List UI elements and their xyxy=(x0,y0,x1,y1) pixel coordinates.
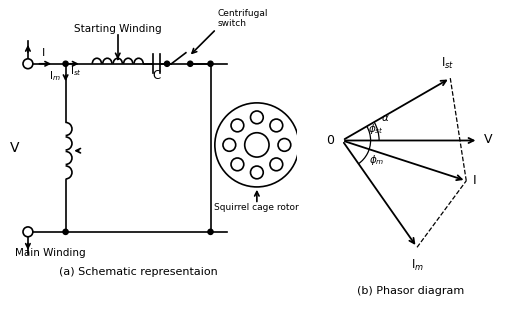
Circle shape xyxy=(250,111,263,124)
Circle shape xyxy=(63,229,68,234)
Circle shape xyxy=(215,103,299,187)
Circle shape xyxy=(208,61,213,66)
Circle shape xyxy=(231,119,244,132)
Circle shape xyxy=(270,119,282,132)
Circle shape xyxy=(63,61,68,66)
Circle shape xyxy=(208,229,213,234)
Text: C: C xyxy=(153,69,161,82)
Circle shape xyxy=(165,61,170,66)
Circle shape xyxy=(270,158,282,171)
Circle shape xyxy=(23,59,33,69)
Circle shape xyxy=(245,133,269,157)
Text: V: V xyxy=(10,141,19,155)
Circle shape xyxy=(223,139,236,151)
Text: I$_m$: I$_m$ xyxy=(410,258,423,272)
Circle shape xyxy=(278,139,291,151)
Circle shape xyxy=(188,61,193,66)
Circle shape xyxy=(23,227,33,237)
Text: I$_m$: I$_m$ xyxy=(49,70,60,83)
Text: $\alpha$: $\alpha$ xyxy=(381,113,389,123)
Text: V: V xyxy=(484,133,492,146)
Text: (a) Schematic representaion: (a) Schematic representaion xyxy=(59,267,217,278)
Text: Squirrel cage rotor: Squirrel cage rotor xyxy=(215,203,299,212)
Text: I: I xyxy=(473,174,477,187)
Text: Main Winding: Main Winding xyxy=(15,248,86,258)
Text: I: I xyxy=(42,48,45,58)
Circle shape xyxy=(231,158,244,171)
Text: $\phi_m$: $\phi_m$ xyxy=(369,153,385,167)
Text: Centrifugal
switch: Centrifugal switch xyxy=(218,9,268,28)
Text: I$_{st}$: I$_{st}$ xyxy=(441,56,454,71)
Text: $\phi_{st}$: $\phi_{st}$ xyxy=(368,122,384,136)
Text: I$_{st}$: I$_{st}$ xyxy=(70,64,82,78)
Circle shape xyxy=(250,166,263,179)
Text: (b) Phasor diagram: (b) Phasor diagram xyxy=(357,286,464,296)
Text: Starting Winding: Starting Winding xyxy=(74,24,161,34)
Text: 0: 0 xyxy=(326,134,333,147)
